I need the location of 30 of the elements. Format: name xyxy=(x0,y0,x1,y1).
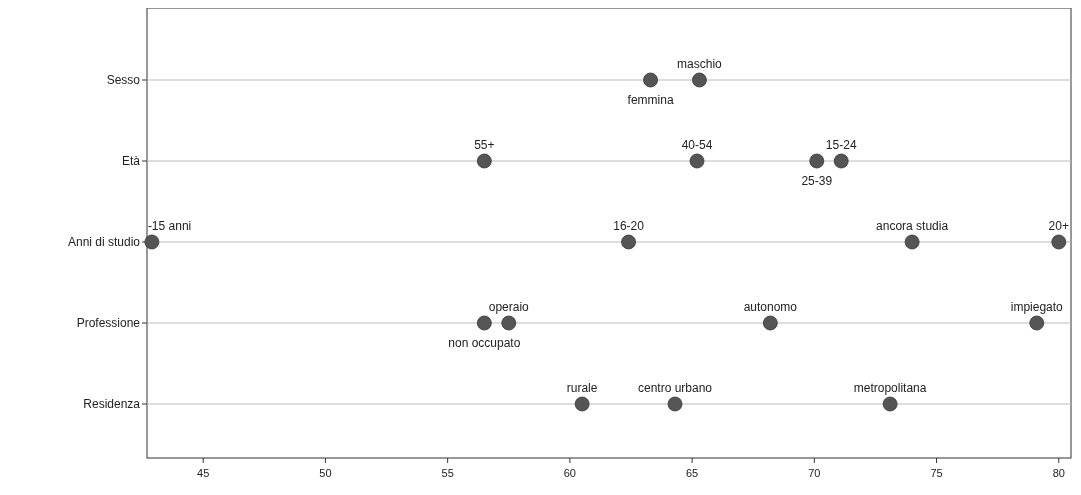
series-label: impiegato xyxy=(1010,300,1064,314)
series-label: centro urbano xyxy=(637,381,713,395)
x-tick-label: 70 xyxy=(808,467,821,479)
series-label: maschio xyxy=(677,57,723,71)
x-tick-label: 80 xyxy=(1052,467,1065,479)
series-label: -15 anni xyxy=(147,219,192,233)
series-label: operaio xyxy=(488,300,530,314)
y-tick-label: Età xyxy=(121,154,141,168)
series-label: 25-39 xyxy=(801,174,833,188)
series-label: rurale xyxy=(566,381,598,395)
series-label: femmina xyxy=(627,93,674,107)
series-label: metropolitana xyxy=(853,381,927,395)
series-label: 40-54 xyxy=(681,138,713,152)
series-label: 20+ xyxy=(1048,219,1069,233)
x-tick-label: 45 xyxy=(197,467,210,479)
series-label: 55+ xyxy=(474,138,495,152)
x-tick-label: 50 xyxy=(319,467,332,479)
series-label: 16-20 xyxy=(613,219,645,233)
x-tick-label: 65 xyxy=(685,467,699,479)
series-label: autonomo xyxy=(743,300,798,314)
y-tick-label: Residenza xyxy=(83,397,141,411)
y-tick-label: Sesso xyxy=(106,73,141,87)
x-tick-label: 60 xyxy=(563,467,577,479)
y-tick-label: Anni di studio xyxy=(67,235,141,249)
x-tick-label: 55 xyxy=(441,467,454,479)
series-label: 15-24 xyxy=(825,138,857,152)
x-tick-label: 75 xyxy=(930,467,943,479)
y-tick-label: Professione xyxy=(76,316,141,330)
series-label: non occupato xyxy=(448,336,521,350)
series-label: ancora studia xyxy=(876,219,949,233)
